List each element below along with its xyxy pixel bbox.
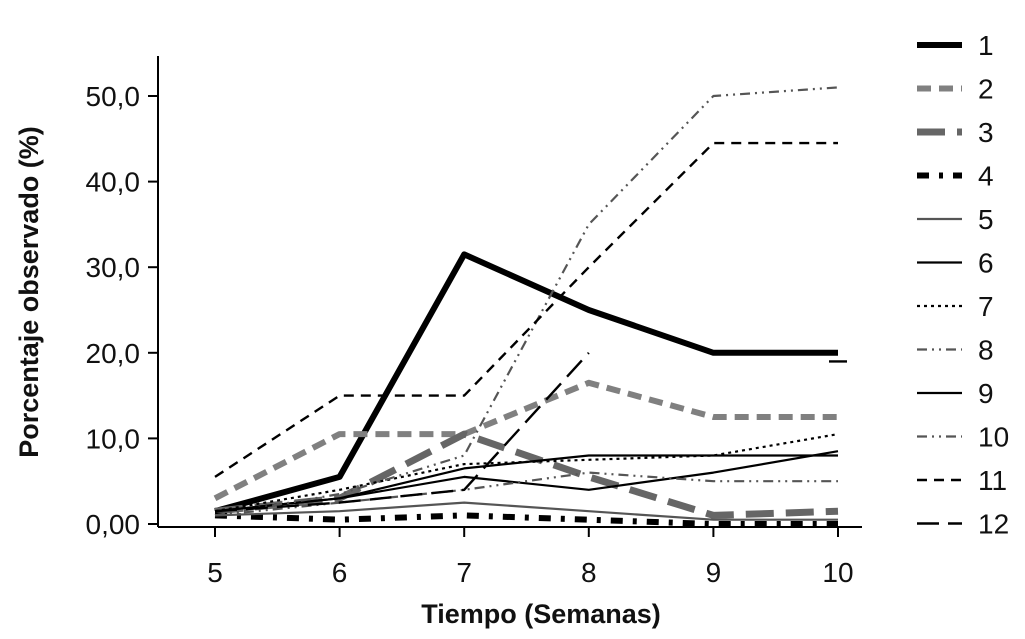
series-11	[214, 141, 838, 478]
legend-label-3: 3	[978, 117, 994, 148]
series-line-2	[213, 379, 838, 501]
series-line-5	[214, 501, 838, 521]
legend-label-1: 1	[978, 30, 994, 61]
series-12	[214, 351, 847, 513]
legend-label-5: 5	[978, 204, 994, 235]
series-3	[214, 430, 839, 519]
x-tick-group: 5 6 7 8 9 10	[207, 527, 854, 588]
y-tick-label: 40,0	[86, 167, 141, 198]
y-tick-label: 50,0	[86, 81, 141, 112]
series-group	[213, 86, 847, 527]
series-line-11	[214, 141, 838, 478]
legend-label-4: 4	[978, 161, 994, 192]
legend-label-12: 12	[978, 509, 1009, 540]
series-line-4	[214, 512, 838, 527]
series-5	[214, 501, 838, 521]
series-4	[214, 512, 838, 527]
y-tick-group: 0,00 10,0 20,0 30,0 40,0 50,0	[86, 81, 158, 540]
x-tick-label: 7	[456, 557, 472, 588]
x-tick-label: 9	[706, 557, 722, 588]
series-1	[214, 251, 838, 515]
y-tick-label: 10,0	[86, 423, 141, 454]
x-tick-label: 5	[207, 557, 223, 588]
x-axis-title: Tiempo (Semanas)	[421, 599, 661, 629]
y-tick-label: 20,0	[86, 338, 141, 369]
series-line-9	[214, 454, 838, 513]
series-9	[214, 454, 838, 513]
series-10	[214, 86, 839, 517]
y-axis-title: Porcentaje observado (%)	[14, 126, 44, 458]
y-tick-label: 0,00	[86, 509, 141, 540]
legend-label-7: 7	[978, 291, 994, 322]
legend-label-6: 6	[978, 248, 994, 279]
series-8	[214, 471, 838, 517]
x-tick-label: 10	[822, 557, 853, 588]
x-tick-label: 8	[581, 557, 597, 588]
legend-label-11: 11	[978, 465, 1007, 496]
series-2	[213, 379, 838, 501]
series-line-10	[214, 86, 839, 517]
legend-label-10: 10	[978, 422, 1009, 453]
series-line-8	[214, 471, 838, 517]
series-line-3	[214, 430, 839, 519]
series-line-1	[214, 251, 838, 515]
y-tick-label: 30,0	[86, 252, 141, 283]
x-tick-label: 6	[332, 557, 348, 588]
series-line-12	[214, 351, 590, 513]
legend-label-8: 8	[978, 335, 994, 366]
legend-label-2: 2	[978, 74, 994, 105]
legend-label-9: 9	[978, 378, 994, 409]
